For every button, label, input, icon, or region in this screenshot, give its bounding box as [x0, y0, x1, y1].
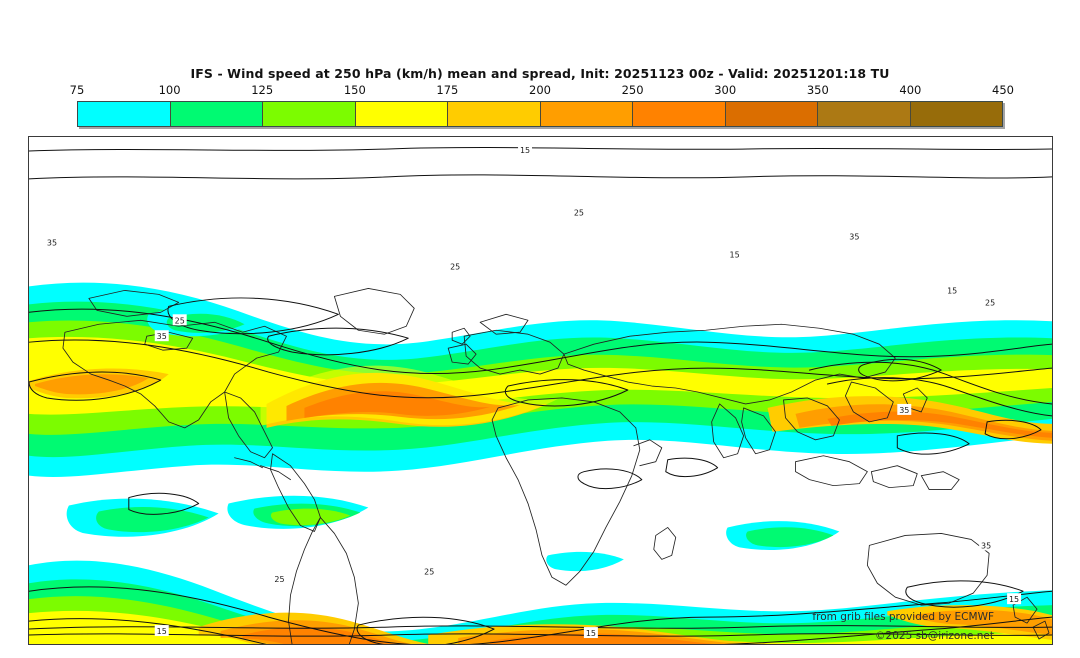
contour-label-35-c: 35 — [849, 233, 859, 242]
map-panel: 15 35 25 35 — [28, 136, 1053, 645]
colorbar-band-350-400 — [818, 102, 911, 126]
contour-label-15: 15 — [520, 146, 530, 155]
contour-label-35-b: 35 — [47, 239, 57, 248]
colorbar-band-200-250 — [540, 102, 633, 126]
colorbar-tick-labels: 75 100 125 150 175 200 250 300 350 400 4… — [70, 82, 1014, 98]
contour-label-25-c: 25 — [574, 209, 584, 218]
colorbar-tick-400: 400 — [899, 83, 922, 97]
contour-label-15-c: 15 — [947, 286, 957, 295]
colorbar-band-300-350 — [725, 102, 818, 126]
coastlines — [62, 287, 1050, 644]
colorbar-tick-450: 450 — [992, 83, 1014, 97]
contour-label-15-e: 15 — [157, 627, 167, 636]
colorbar-tick-100: 100 — [158, 83, 181, 97]
jet-core-south-pacific — [887, 605, 1052, 641]
colorbar-band-100-125 — [170, 102, 263, 126]
spread-contours — [29, 147, 1052, 644]
colorbar-band-400-450 — [910, 102, 1002, 126]
colorbar-band-250-300 — [633, 102, 726, 126]
copyright-note: ©2025 sb@irizone.net — [875, 630, 994, 642]
contour-label-15-f: 15 — [586, 629, 596, 638]
contour-label-25-a: 25 — [175, 316, 185, 325]
contour-label-35-e: 35 — [981, 541, 991, 550]
contour-value-labels: 15 35 25 35 — [44, 143, 1022, 638]
colorbar-tick-200: 200 — [529, 83, 551, 97]
contour-label-25-e: 25 — [424, 567, 434, 576]
chart-title: IFS - Wind speed at 250 hPa (km/h) mean … — [190, 66, 890, 81]
contour-label-25-f: 25 — [274, 575, 284, 584]
colorbar-tick-175: 175 — [436, 83, 459, 97]
colorbar-band-150-175 — [355, 102, 448, 126]
shaded-field-scattered-patches — [66, 495, 840, 572]
data-source-note: from grib files provided by ECMWF — [812, 611, 994, 623]
colorbar-tick-350: 350 — [806, 83, 829, 97]
contour-label-15-b: 15 — [730, 251, 740, 260]
jet-core-atlantic-europe — [767, 396, 1052, 444]
colorbar-scale — [77, 101, 1003, 127]
colorbar-container: 75 100 125 150 175 200 250 300 350 400 4… — [70, 83, 1014, 127]
contour-label-15-d: 15 — [1009, 595, 1019, 604]
contour-label-35-a: 35 — [157, 332, 167, 341]
colorbar-tick-75: 75 — [69, 83, 85, 97]
colorbar-band-75-100 — [78, 102, 171, 126]
colorbar-tick-150: 150 — [343, 83, 366, 97]
colorbar-tick-250: 250 — [621, 83, 644, 97]
colorbar-tick-300: 300 — [714, 83, 737, 97]
colorbar-tick-125: 125 — [251, 83, 274, 97]
world-wind-field-map: 15 35 25 35 — [29, 137, 1052, 644]
contour-label-25-d: 25 — [985, 298, 995, 307]
contour-label-35-d: 35 — [899, 406, 909, 415]
contour-label-25-b: 25 — [450, 262, 460, 271]
jet-core-asia-pacific — [260, 365, 558, 428]
colorbar-band-175-200 — [448, 102, 541, 126]
colorbar-band-125-150 — [263, 102, 356, 126]
